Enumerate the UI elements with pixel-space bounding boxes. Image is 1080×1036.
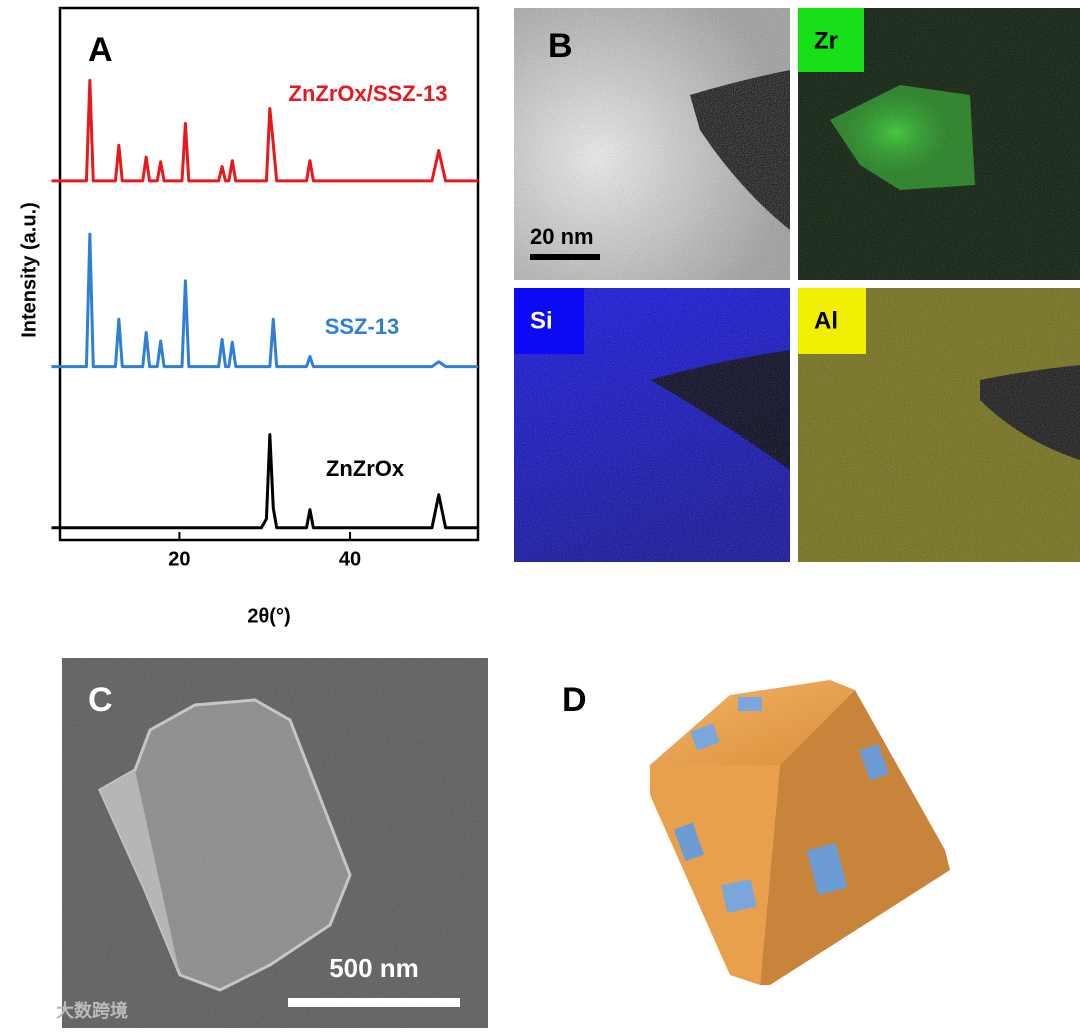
map-tag [798,288,866,354]
panel-b: B 20 nm Zr Si Al [514,8,1080,562]
plot-area: 20 40 ZnZrOx/SSZ-13 SSZ-13 ZnZrOx [51,78,478,570]
nanoparticle [721,879,757,913]
tem-texture [514,8,790,280]
nanoparticle [806,842,848,896]
series-label: ZnZrOx/SSZ-13 [289,81,448,106]
panel-label: B [548,27,573,65]
panel-label: D [562,681,587,719]
x-axis-label: 2θ(°) [247,605,290,627]
series-label: SSZ-13 [325,314,400,339]
xrd-pattern [51,433,478,530]
x-tick-label: 20 [168,548,190,570]
box-right [760,690,950,985]
map-tag [798,8,864,72]
x-tick-label: 40 [339,548,361,570]
watermark: 大数跨境 [56,1000,128,1021]
sem-texture [62,658,488,1028]
nanoparticle [859,743,889,781]
panel-label: A [88,31,113,69]
xrd-pattern [51,78,478,183]
panel-c: C 500 nm [62,658,488,1028]
map-label: Zr [814,27,838,54]
map-tag [514,288,584,354]
nanoparticle [690,723,720,751]
scale-bar-label: 500 nm [329,953,419,983]
scale-bar [288,998,460,1007]
scale-bar [530,254,600,260]
y-axis-label: Intensity (a.u.) [18,202,40,338]
map-label: Al [814,307,838,334]
series-label: ZnZrOx [326,456,405,481]
panel-label: C [88,681,113,719]
box-left [650,765,780,985]
nanoparticle [673,822,705,862]
nanoparticle [738,697,762,711]
scale-bar-label: 20 nm [530,224,594,249]
map-label: Si [530,307,553,334]
panel-d: D [562,680,950,985]
plot-frame [58,6,480,542]
xrd-pattern [51,232,478,369]
